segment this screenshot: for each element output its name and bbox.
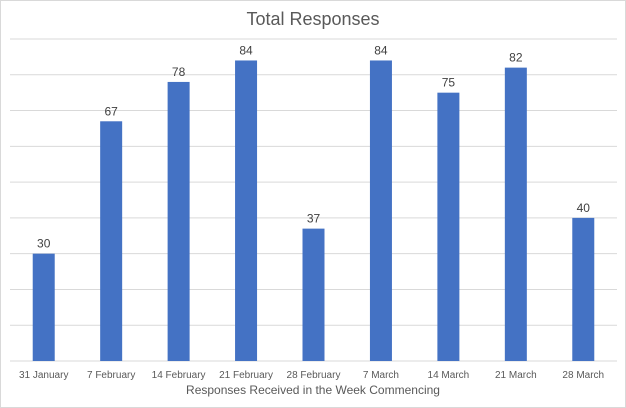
bar xyxy=(235,60,258,361)
bars xyxy=(32,60,595,362)
x-tick-labels: 31 January 7 February 14 February 21 Februa… xyxy=(19,370,604,381)
x-tick-label: 21 February xyxy=(219,370,273,381)
bar xyxy=(32,253,55,361)
x-tick-label: 31 January xyxy=(19,370,68,381)
data-label: 37 xyxy=(307,212,321,226)
x-tick-label: 7 March xyxy=(363,370,399,381)
x-tick-label: 14 February xyxy=(152,370,206,381)
x-tick-label: 14 March xyxy=(428,370,470,381)
x-tick-label: 28 February xyxy=(287,370,341,381)
data-label: 82 xyxy=(509,51,523,65)
data-label: 84 xyxy=(374,43,388,57)
x-axis-title: Responses Received in the Week Commencin… xyxy=(186,383,440,397)
x-tick-label: 21 March xyxy=(495,370,537,381)
bar xyxy=(437,92,460,362)
bar xyxy=(100,121,123,362)
bar xyxy=(504,67,527,361)
x-tick-label: 7 February xyxy=(87,370,135,381)
data-label: 40 xyxy=(577,201,591,215)
data-labels: 30 67 78 84 37 84 75 82 40 xyxy=(37,43,590,250)
bar xyxy=(167,81,190,361)
data-label: 67 xyxy=(104,104,118,118)
x-tick-label: 28 March xyxy=(562,370,604,381)
chart-title: Total Responses xyxy=(246,9,380,29)
data-label: 75 xyxy=(442,76,456,90)
data-label: 30 xyxy=(37,237,51,251)
data-label: 78 xyxy=(172,65,186,79)
bar xyxy=(572,217,595,361)
data-label: 84 xyxy=(239,43,253,57)
bar xyxy=(369,60,392,361)
bar xyxy=(302,228,325,361)
